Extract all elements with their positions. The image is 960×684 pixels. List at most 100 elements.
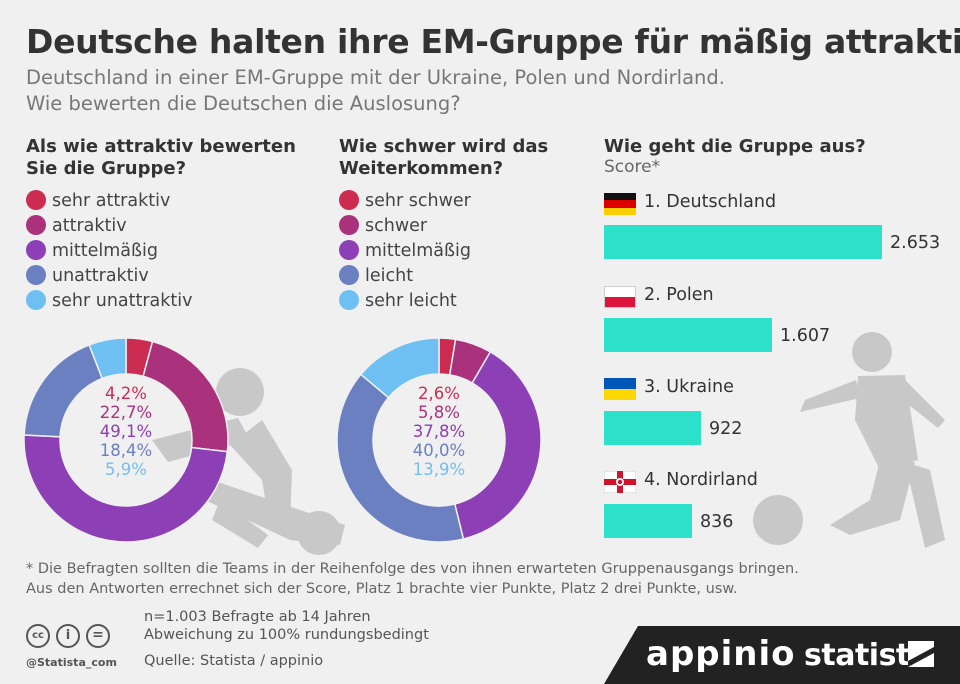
player1-torso bbox=[230, 420, 292, 528]
q1-legend-label: attraktiv bbox=[52, 216, 127, 236]
score-bar bbox=[604, 504, 692, 538]
q2-donut-slice bbox=[336, 373, 465, 543]
footnote-line-1: * Die Befragten sollten die Teams in der… bbox=[26, 561, 799, 577]
q1-title-line-2: Sie die Gruppe? bbox=[26, 158, 187, 179]
q2-legend-label: leicht bbox=[365, 266, 414, 286]
score-bar bbox=[604, 225, 882, 259]
q2-legend-item: leicht bbox=[339, 265, 471, 287]
q2-legend-item: schwer bbox=[339, 215, 471, 237]
q1-donut-chart bbox=[23, 337, 229, 543]
statista-handle: @Statista_com bbox=[26, 656, 117, 669]
flag-ukraine-icon bbox=[604, 378, 636, 400]
q1-legend-label: mittelmäßig bbox=[52, 241, 159, 261]
score-bar bbox=[604, 318, 772, 352]
statista-mark-icon bbox=[908, 641, 934, 667]
legend-dot-icon bbox=[339, 240, 359, 260]
q2-value-label: 40,0% bbox=[412, 441, 466, 460]
legend-dot-icon bbox=[339, 265, 359, 285]
legend-dot-icon bbox=[339, 290, 359, 310]
q3-title: Wie geht die Gruppe aus? bbox=[604, 136, 866, 157]
legend-dot-icon bbox=[26, 190, 46, 210]
q2-legend-item: sehr leicht bbox=[339, 290, 471, 312]
q1-value-label: 4,2% bbox=[105, 384, 147, 403]
q2-title-line-1: Wie schwer wird das bbox=[339, 136, 549, 157]
q1-value-label: 5,9% bbox=[105, 460, 147, 479]
equal-icon: = bbox=[86, 624, 110, 648]
player2-arm2 bbox=[900, 380, 945, 428]
q2-legend-item: sehr schwer bbox=[339, 190, 471, 212]
q2-legend-label: sehr leicht bbox=[365, 291, 457, 311]
team-label: 2. Polen bbox=[644, 285, 714, 305]
rounding-note: Abweichung zu 100% rundungsbedingt bbox=[144, 627, 429, 643]
q1-value-labels: 4,2% 22,7% 49,1% 18,4% 5,9% bbox=[86, 384, 166, 479]
legend-dot-icon bbox=[26, 290, 46, 310]
q1-legend-item: mittelmäßig bbox=[26, 240, 193, 262]
q1-donut-slice bbox=[23, 434, 229, 543]
score-bar bbox=[604, 411, 701, 445]
score-value-label: 922 bbox=[709, 419, 743, 439]
q1-legend-item: sehr unattraktiv bbox=[26, 290, 193, 312]
q2-donut-slice bbox=[453, 350, 542, 540]
legend-dot-icon bbox=[26, 215, 46, 235]
q1-donut-slice bbox=[88, 337, 127, 380]
flag-germany-icon bbox=[604, 193, 636, 215]
score-value-label: 1.607 bbox=[780, 326, 831, 346]
chart-subtitle-line-1: Deutschland in einer EM-Gruppe mit der U… bbox=[26, 66, 725, 89]
legend-dot-icon bbox=[26, 240, 46, 260]
q2-value-label: 5,8% bbox=[418, 403, 460, 422]
q1-value-label: 18,4% bbox=[99, 441, 153, 460]
source-note: Quelle: Statista / appinio bbox=[144, 653, 324, 669]
legend-dot-icon bbox=[26, 265, 46, 285]
q1-legend-label: unattraktiv bbox=[52, 266, 149, 286]
q1-legend-item: sehr attraktiv bbox=[26, 190, 193, 212]
team-label: 4. Nordirland bbox=[644, 470, 758, 490]
q2-value-label: 2,6% bbox=[418, 384, 460, 403]
q1-title-line-1: Als wie attraktiv bewerten bbox=[26, 136, 296, 157]
cc-icon: cc bbox=[26, 624, 50, 648]
q1-value-label: 49,1% bbox=[99, 422, 153, 441]
q2-legend-item: mittelmäßig bbox=[339, 240, 471, 262]
player2-leg bbox=[830, 460, 915, 535]
player2-ball bbox=[753, 495, 803, 545]
footnote-line-2: Aus den Antworten errechnet sich der Sco… bbox=[26, 581, 738, 597]
q1-legend-label: sehr attraktiv bbox=[52, 191, 171, 211]
flag-northern-ireland-icon bbox=[604, 471, 636, 493]
chart-subtitle-line-2: Wie bewerten die Deutschen die Auslosung… bbox=[26, 92, 461, 115]
legend-dot-icon bbox=[339, 190, 359, 210]
player2-leg2 bbox=[905, 462, 945, 548]
player2-arm bbox=[800, 380, 860, 412]
sample-size-note: n=1.003 Befragte ab 14 Jahren bbox=[144, 609, 371, 625]
q2-value-label: 37,8% bbox=[412, 422, 466, 441]
q2-legend-label: mittelmäßig bbox=[365, 241, 472, 261]
flag-poland-icon bbox=[604, 286, 636, 308]
person-icon: i bbox=[56, 624, 80, 648]
q2-title-line-2: Weiterkommen? bbox=[339, 158, 504, 179]
q2-value-label: 13,9% bbox=[412, 460, 466, 479]
team-label: 1. Deutschland bbox=[644, 192, 777, 212]
q1-legend-item: attraktiv bbox=[26, 215, 193, 237]
player1-leg2 bbox=[212, 500, 268, 548]
q2-donut-slice bbox=[359, 337, 440, 399]
q1-legend: sehr attraktiv attraktiv mittelmäßig una… bbox=[26, 190, 193, 312]
player1-ball bbox=[297, 511, 341, 555]
q3-score-label: Score* bbox=[604, 157, 661, 177]
appinio-logo: appinio bbox=[646, 634, 796, 674]
q1-legend-item: unattraktiv bbox=[26, 265, 193, 287]
q1-value-label: 22,7% bbox=[99, 403, 153, 422]
q2-legend: sehr schwer schwer mittelmäßig leicht se… bbox=[339, 190, 471, 312]
legend-dot-icon bbox=[339, 215, 359, 235]
player2-head bbox=[852, 332, 892, 372]
player1-head bbox=[216, 368, 264, 416]
team-label: 3. Ukraine bbox=[644, 377, 734, 397]
score-value-label: 836 bbox=[700, 512, 734, 532]
q1-legend-label: sehr unattraktiv bbox=[52, 291, 193, 311]
score-value-label: 2.653 bbox=[890, 233, 941, 253]
license-icons: cc i = bbox=[26, 624, 110, 648]
chart-title: Deutsche halten ihre EM-Gruppe für mäßig… bbox=[26, 22, 960, 61]
q2-legend-label: sehr schwer bbox=[365, 191, 471, 211]
footer-brand-band bbox=[604, 626, 960, 684]
q2-legend-label: schwer bbox=[365, 216, 428, 236]
q2-donut-chart bbox=[336, 337, 542, 543]
q2-value-labels: 2,6% 5,8% 37,8% 40,0% 13,9% bbox=[399, 384, 479, 479]
